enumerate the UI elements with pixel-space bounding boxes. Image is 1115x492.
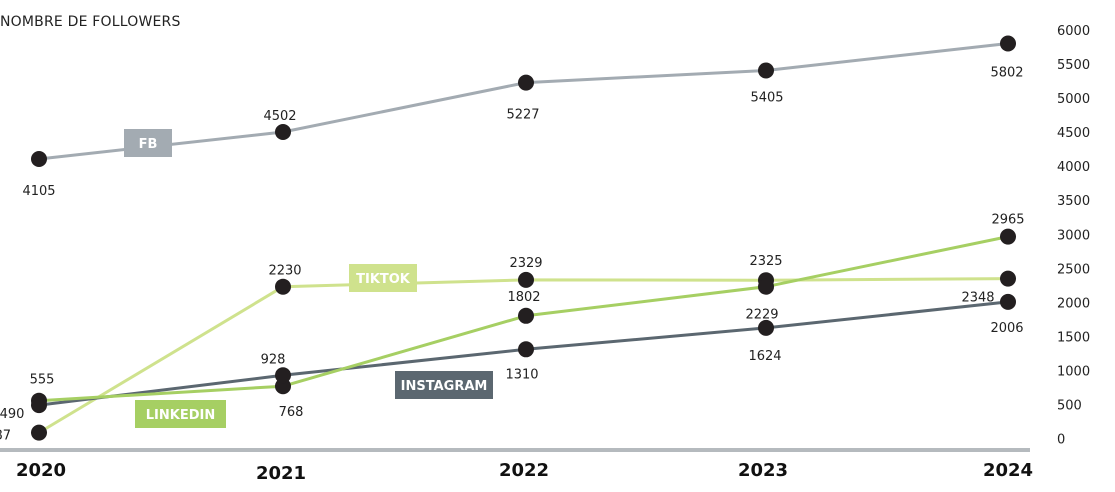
- data-point-fb: [758, 62, 774, 79]
- x-tick-label: 2021: [256, 463, 306, 484]
- data-label-fb: 4105: [22, 184, 55, 199]
- data-label-linkedin: 1802: [507, 290, 540, 305]
- y-tick-label: 0: [1057, 433, 1065, 448]
- series-badge-bg: [135, 400, 226, 428]
- data-point-tiktok: [31, 424, 47, 441]
- data-point-tiktok: [1000, 270, 1016, 287]
- y-tick-label: 1000: [1057, 364, 1090, 379]
- data-label-linkedin: 2965: [991, 213, 1024, 228]
- data-label-tiktok: 87: [0, 429, 11, 444]
- data-label-instagram: 490: [0, 407, 24, 422]
- series-badge-instagram: INSTAGRAM: [395, 371, 493, 399]
- y-tick-label: 2500: [1057, 262, 1090, 277]
- series-badge-label: INSTAGRAM: [401, 379, 488, 394]
- series-badge-linkedin: LINKEDIN: [135, 400, 226, 428]
- x-tick-label: 2024: [983, 460, 1033, 481]
- x-tick-label: 2020: [16, 460, 66, 481]
- data-point-instagram: [1000, 293, 1016, 310]
- data-point-instagram: [518, 341, 534, 358]
- data-label-tiktok: 2230: [268, 264, 301, 279]
- series-badge-tiktok: TIKTOK: [349, 264, 417, 292]
- x-tick-label: 2022: [499, 460, 549, 481]
- series-badge-bg: [124, 129, 172, 157]
- y-tick-label: 3500: [1057, 194, 1090, 209]
- data-label-tiktok: 2329: [509, 256, 542, 271]
- y-tick-label: 5000: [1057, 92, 1090, 107]
- x-axis: 2020 2021 2022 2023 2024: [16, 460, 1033, 484]
- series-badge-fb: FB: [124, 129, 172, 157]
- y-tick-label: 6000: [1057, 24, 1090, 39]
- y-tick-label: 5500: [1057, 58, 1090, 73]
- series-badge-label: TIKTOK: [356, 272, 411, 287]
- data-point-linkedin: [518, 307, 534, 324]
- data-point-tiktok: [275, 278, 291, 295]
- series-line-fb: [37, 42, 1010, 161]
- y-tick-label: 500: [1057, 398, 1082, 413]
- series-badge-bg: [349, 264, 417, 292]
- data-label-tiktok: 2348: [961, 291, 994, 306]
- data-point-instagram: [758, 319, 774, 336]
- data-point-linkedin: [1000, 228, 1016, 245]
- data-point-fb: [275, 124, 291, 140]
- data-label-fb: 4502: [263, 109, 296, 124]
- y-tick-label: 2000: [1057, 296, 1090, 311]
- data-label-instagram: 1624: [748, 349, 781, 364]
- series-badge-label: LINKEDIN: [146, 408, 215, 423]
- data-label-fb: 5405: [750, 91, 783, 106]
- y-tick-label: 4500: [1057, 126, 1090, 141]
- data-point-fb: [31, 151, 47, 167]
- data-label-fb: 5227: [506, 108, 539, 123]
- data-point-instagram: [31, 397, 47, 414]
- y-tick-label: 4000: [1057, 160, 1090, 175]
- data-point-fb: [1000, 35, 1016, 52]
- x-tick-label: 2023: [738, 460, 788, 481]
- data-labels: 4105 4502 5227 5405 5802 87 2230 2329 2325 2348 55…: [0, 65, 1025, 443]
- data-label-instagram: 2006: [990, 321, 1023, 336]
- data-point-fb: [518, 74, 534, 91]
- data-label-linkedin: 2229: [745, 308, 778, 323]
- data-label-instagram: 1310: [505, 367, 538, 382]
- y-tick-label: 3000: [1057, 228, 1090, 243]
- series-markers: [31, 35, 1016, 441]
- series-badge-bg: [395, 371, 493, 399]
- y-axis: 0 500 1000 1500 2000 2500 3000 3500 4000 4500 5000…: [1057, 24, 1090, 448]
- data-label-instagram: 928: [261, 352, 286, 367]
- data-label-linkedin: 555: [30, 373, 55, 388]
- series-badge-label: FB: [139, 137, 158, 152]
- data-label-tiktok: 2325: [749, 254, 782, 269]
- data-label-linkedin: 768: [279, 405, 304, 420]
- data-point-tiktok: [518, 271, 534, 288]
- data-label-fb: 5802: [990, 65, 1023, 80]
- y-axis-title: NOMBRE DE FOLLOWERS: [0, 14, 181, 30]
- y-tick-label: 1500: [1057, 330, 1090, 345]
- series-legend-badges: FB TIKTOK LINKEDIN INSTAGRAM: [124, 129, 493, 428]
- data-point-linkedin: [758, 278, 774, 295]
- data-point-instagram: [275, 367, 291, 384]
